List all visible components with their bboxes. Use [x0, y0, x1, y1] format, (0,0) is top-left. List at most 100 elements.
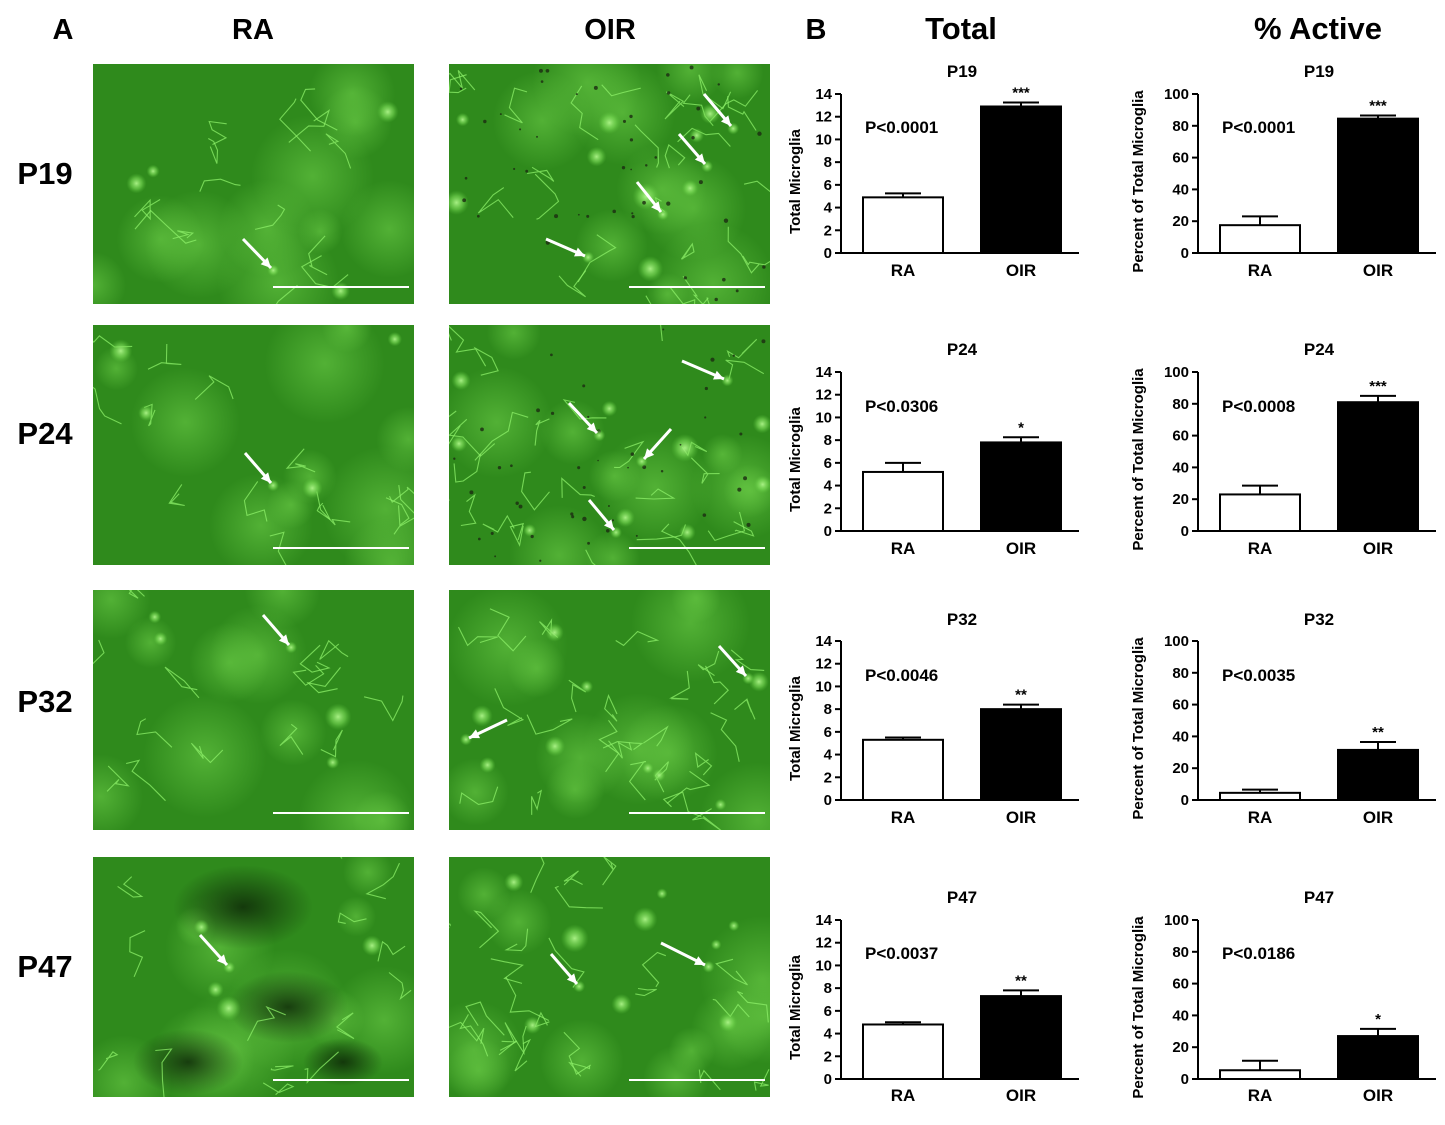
significance-marker: *	[1018, 419, 1024, 436]
arrowhead-icon	[651, 201, 661, 212]
y-tick-label: 12	[815, 109, 832, 126]
y-tick-label: 60	[1172, 150, 1189, 167]
category-label: OIR	[1363, 539, 1393, 558]
column-header-ra: RA	[232, 14, 274, 46]
significance-marker: **	[1372, 724, 1384, 741]
category-label: RA	[891, 808, 916, 827]
y-axis-label: Total Microglia	[787, 406, 804, 511]
y-tick-label: 10	[815, 131, 832, 148]
bar-chart-p47-active: P47 0 20 40 60 80 100 Percent of Total Microgli…	[1130, 888, 1436, 1105]
bar-ra	[1219, 1069, 1301, 1081]
category-label: RA	[891, 539, 916, 558]
micrograph-p24-oir	[449, 325, 770, 565]
arrowhead-icon	[735, 665, 746, 676]
arrowhead-icon	[260, 472, 271, 483]
y-tick-label: 4	[824, 478, 833, 495]
y-axis-label: Total Microglia	[787, 954, 804, 1059]
y-tick-label: 80	[1172, 118, 1189, 135]
y-tick-label: 0	[824, 792, 832, 809]
chart-title: P32	[947, 610, 977, 629]
chart-title: P19	[947, 62, 977, 81]
arrowhead-icon	[278, 634, 289, 645]
y-tick-label: 14	[815, 364, 832, 381]
p-value: P<0.0008	[1222, 397, 1295, 416]
bar-charts: P19 0 2 4 6 8 10 12 14 Total Microglia P<0.0001 RA O…	[787, 62, 1436, 1105]
significance-marker: **	[1015, 687, 1027, 704]
y-axis-label: Percent of Total Microglia	[1130, 368, 1147, 551]
category-label: RA	[1248, 808, 1273, 827]
bar-chart-p19-active: P19 0 20 40 60 80 100 Percent of Total Microgli…	[1130, 62, 1436, 280]
p-value: P<0.0046	[865, 666, 938, 685]
micrograph-p47-ra	[93, 857, 414, 1097]
p-value: P<0.0186	[1222, 944, 1295, 963]
bar-oir	[1337, 1035, 1419, 1080]
category-label: RA	[1248, 261, 1273, 280]
y-tick-label: 2	[824, 500, 832, 517]
y-tick-label: 8	[824, 432, 832, 449]
panel-b-letter: B	[806, 14, 827, 46]
y-tick-label: 8	[824, 701, 832, 718]
y-axis-label: Percent of Total Microglia	[1130, 90, 1147, 273]
significance-marker: *	[1375, 1011, 1381, 1028]
micrograph-p19-oir	[449, 64, 770, 304]
significance-marker: **	[1015, 972, 1027, 989]
y-tick-label: 10	[815, 957, 832, 974]
y-tick-label: 40	[1172, 181, 1189, 198]
y-tick-label: 8	[824, 154, 832, 171]
bar-ra	[862, 1023, 944, 1081]
significance-marker: ***	[1369, 97, 1387, 114]
y-tick-label: 10	[815, 409, 832, 426]
bar-oir	[980, 105, 1062, 254]
bar-ra	[862, 196, 944, 255]
y-tick-label: 0	[824, 245, 832, 262]
column-header-total: Total	[925, 11, 997, 46]
y-tick-label: 12	[815, 387, 832, 404]
y-tick-label: 60	[1172, 428, 1189, 445]
y-axis-label: Total Microglia	[787, 675, 804, 780]
y-tick-label: 10	[815, 678, 832, 695]
bar-oir	[1337, 401, 1419, 532]
arrowhead-icon	[566, 973, 577, 984]
y-tick-label: 0	[824, 1071, 832, 1088]
bar-ra	[862, 470, 944, 533]
micrograph-p19-ra	[93, 64, 414, 304]
category-label: RA	[891, 261, 916, 280]
y-tick-label: 80	[1172, 665, 1189, 682]
y-axis-label: Percent of Total Microglia	[1130, 916, 1147, 1099]
row-label-p47: P47	[17, 949, 72, 984]
category-label: OIR	[1363, 261, 1393, 280]
y-tick-label: 2	[824, 769, 832, 786]
bar-ra	[862, 738, 944, 801]
y-tick-label: 0	[1181, 245, 1189, 262]
chart-title: P32	[1304, 610, 1334, 629]
p-value: P<0.0001	[1222, 118, 1295, 137]
row-label-p32: P32	[17, 684, 72, 719]
y-tick-label: 100	[1164, 86, 1189, 103]
y-tick-label: 6	[824, 724, 832, 741]
p-value: P<0.0035	[1222, 666, 1295, 685]
y-tick-label: 14	[815, 912, 832, 929]
category-label: RA	[1248, 539, 1273, 558]
bar-oir	[1337, 117, 1419, 254]
bar-chart-p24-active: P24 0 20 40 60 80 100 Percent of Total Microgli…	[1130, 340, 1436, 558]
category-label: RA	[891, 1086, 916, 1105]
arrowhead-icon	[574, 247, 585, 257]
bar-oir	[1337, 748, 1419, 801]
y-tick-label: 20	[1172, 491, 1189, 508]
y-tick-label: 40	[1172, 459, 1189, 476]
y-tick-label: 20	[1172, 1039, 1189, 1056]
micrograph-p24-ra	[93, 325, 414, 565]
arrowhead-icon	[713, 370, 724, 380]
bar-chart-p47-total: P47 0 2 4 6 8 10 12 14 Total Microglia P<0.0037 RA O…	[787, 888, 1079, 1105]
y-tick-label: 100	[1164, 912, 1189, 929]
chart-title: P24	[947, 340, 978, 359]
y-tick-label: 40	[1172, 728, 1189, 745]
y-tick-label: 0	[824, 523, 832, 540]
category-label: OIR	[1006, 261, 1036, 280]
y-tick-label: 0	[1181, 792, 1189, 809]
micrograph-p47-oir	[449, 857, 770, 1097]
y-axis-label: Total Microglia	[787, 128, 804, 233]
bar-ra	[1219, 224, 1301, 255]
y-tick-label: 20	[1172, 760, 1189, 777]
y-tick-label: 0	[1181, 1071, 1189, 1088]
